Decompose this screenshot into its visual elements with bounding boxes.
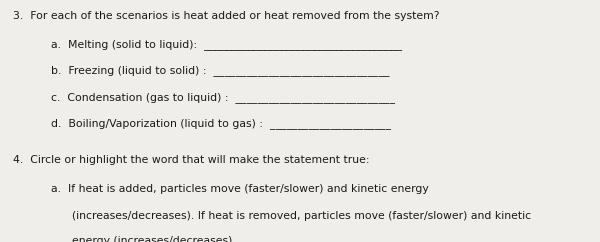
Text: a.  If heat is added, particles move (faster/slower) and kinetic energy: a. If heat is added, particles move (fas…	[51, 184, 429, 194]
Text: 3.  For each of the scenarios is heat added or heat removed from the system?: 3. For each of the scenarios is heat add…	[13, 11, 440, 21]
Text: d.  Boiling/Vaporization (liquid to gas) :  ______________________: d. Boiling/Vaporization (liquid to gas) …	[51, 119, 391, 129]
Text: (increases/decreases). If heat is removed, particles move (faster/slower) and ki: (increases/decreases). If heat is remove…	[72, 211, 531, 220]
Text: b.  Freezing (liquid to solid) :  ________________________________: b. Freezing (liquid to solid) : ________…	[51, 65, 389, 76]
Text: a.  Melting (solid to liquid):  ____________________________________: a. Melting (solid to liquid): __________…	[51, 39, 402, 50]
Text: energy (increases/decreases): energy (increases/decreases)	[72, 236, 232, 242]
Text: c.  Condensation (gas to liquid) :  _____________________________: c. Condensation (gas to liquid) : ______…	[51, 92, 395, 103]
Text: 4.  Circle or highlight the word that will make the statement true:: 4. Circle or highlight the word that wil…	[13, 155, 370, 165]
